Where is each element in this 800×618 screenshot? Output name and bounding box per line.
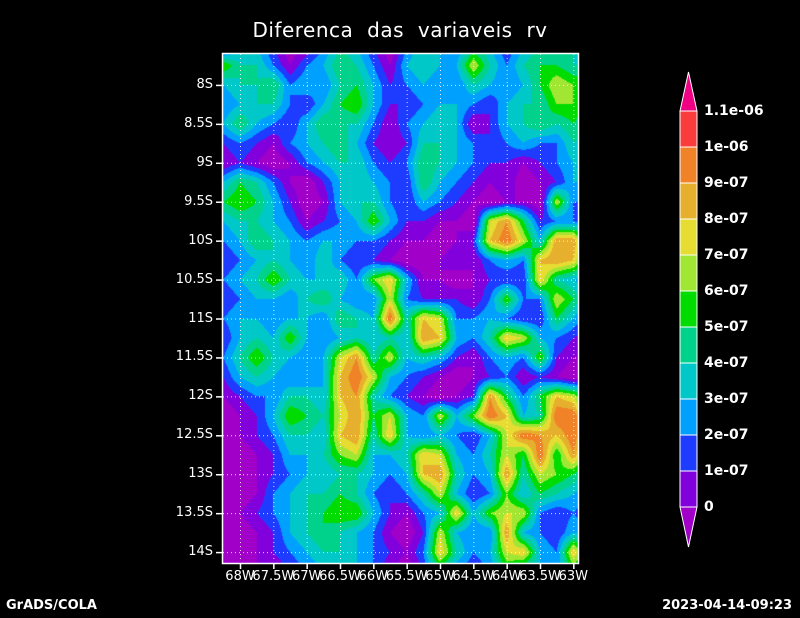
x-axis-tick-label: 65.5W: [385, 569, 428, 584]
colorbar-tick-label: 7e-07: [704, 247, 749, 263]
colorbar-tick-label: 4e-07: [704, 355, 749, 371]
x-axis-tick-label: 65W: [425, 569, 455, 584]
colorbar-tick-label: 8e-07: [704, 211, 749, 227]
colorbar-segment: [679, 110, 698, 148]
y-axis-tick-label: 13.5S: [175, 505, 213, 521]
y-axis-tick-label: 8S: [196, 76, 213, 92]
colorbar-tick-label: 2e-07: [704, 427, 749, 443]
colorbar-under-arrow: [679, 506, 698, 548]
plot-title: Diferenca das variaveis rv: [252, 18, 548, 42]
colorbar-tick-label: 6e-07: [704, 283, 749, 299]
y-axis-tick-label: 8.5S: [184, 115, 213, 131]
x-axis-tick-label: 64.5W: [452, 569, 495, 584]
colorbar-tick-label: 1e-06: [704, 139, 749, 155]
x-axis-tick-label: 66.5W: [319, 569, 361, 584]
colorbar-segment: [679, 290, 698, 328]
y-axis-tick-label: 12.5S: [175, 427, 213, 443]
colorbar-segment: [679, 182, 698, 220]
colorbar-segment: [679, 254, 698, 292]
colorbar-segment: [679, 326, 698, 364]
y-axis-tick-label: 10S: [188, 232, 213, 248]
colorbar-segment: [679, 146, 698, 184]
y-axis-tick-label: 9.5S: [184, 193, 213, 209]
colorbar-segment: [679, 470, 698, 508]
x-axis-tick-label: 68W: [225, 569, 255, 584]
colorbar-tick-label: 5e-07: [704, 319, 749, 335]
y-axis-tick-label: 11S: [188, 310, 213, 326]
colorbar-segment: [679, 434, 698, 472]
colorbar-over-arrow: [679, 71, 698, 112]
y-axis-tick-label: 11.5S: [175, 349, 213, 365]
credit-text: GrADS/COLA: [6, 598, 97, 613]
x-axis-tick-label: 67.5W: [252, 569, 295, 584]
colorbar-segment: [679, 362, 698, 400]
colorbar-tick-label: 1.1e-06: [704, 103, 764, 119]
y-axis-tick-label: 9S: [196, 154, 213, 170]
x-axis-tick-label: 63.5W: [519, 569, 561, 584]
contour-field-canvas: [222, 53, 578, 563]
colorbar-tick-label: 3e-07: [704, 391, 749, 407]
colorbar-tick-label: 9e-07: [704, 175, 749, 191]
x-axis-tick-label: 63W: [558, 569, 589, 584]
colorbar-tick-label: 1e-07: [704, 463, 749, 479]
y-axis-tick-label: 12S: [188, 388, 213, 404]
y-axis-tick-label: 13S: [188, 466, 213, 482]
y-axis-tick-label: 10.5S: [175, 271, 213, 287]
colorbar-segment: [679, 398, 698, 436]
x-axis-tick-label: 66W: [358, 569, 389, 584]
x-axis-tick-label: 67W: [291, 569, 322, 584]
timestamp-text: 2023-04-14-09:23: [662, 598, 792, 613]
colorbar-tick-label: 0: [704, 499, 714, 515]
y-axis-tick-label: 14S: [188, 544, 213, 560]
x-axis-tick-label: 64W: [491, 569, 522, 584]
colorbar-segment: [679, 218, 698, 256]
